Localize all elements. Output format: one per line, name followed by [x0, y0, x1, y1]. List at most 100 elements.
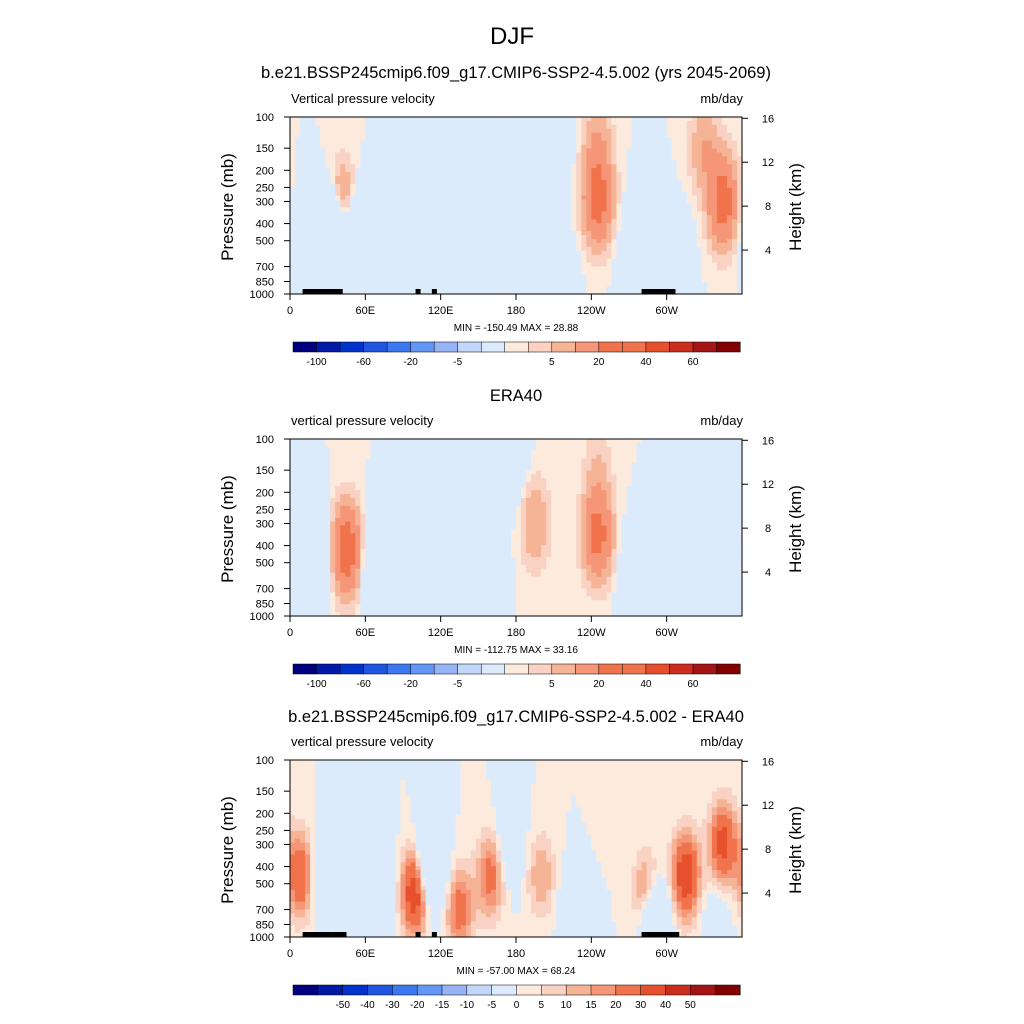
field-cell: [706, 215, 713, 220]
field-cell: [355, 462, 361, 468]
field-cell: [350, 176, 356, 181]
field-cell: [320, 215, 326, 220]
field-cell: [490, 219, 497, 224]
field-cell: [571, 286, 577, 291]
field-cell: [546, 462, 552, 468]
field-cell: [400, 290, 407, 295]
field-cell: [526, 458, 532, 464]
field-cell: [475, 164, 482, 169]
field-cell: [676, 450, 683, 456]
field-cell: [556, 262, 562, 268]
field-cell: [541, 179, 547, 185]
field-cell: [656, 235, 663, 240]
field-cell: [536, 176, 542, 181]
field-cell: [470, 290, 477, 295]
field-cell: [561, 136, 567, 142]
field-cell: [390, 466, 397, 472]
field-cell: [541, 254, 547, 260]
field-cell: [460, 144, 467, 150]
field-cell: [450, 128, 457, 134]
field-cell: [546, 223, 552, 228]
field-cell: [681, 286, 688, 291]
field-cell: [541, 148, 547, 153]
field-cell: [375, 199, 381, 205]
field-cell: [616, 176, 623, 181]
field-cell: [505, 454, 512, 460]
field-cell: [711, 442, 718, 448]
field-cell: [425, 254, 432, 260]
field-cell: [360, 211, 366, 216]
field-cell: [350, 199, 356, 205]
field-cell: [516, 278, 522, 283]
field-cell: [651, 191, 658, 197]
field-cell: [475, 168, 482, 173]
field-cell: [621, 442, 628, 448]
field-cell: [365, 439, 371, 444]
field-cell: [290, 191, 296, 197]
field-cell: [470, 231, 477, 236]
field-cell: [395, 462, 402, 468]
field-cell: [400, 450, 407, 456]
field-cell: [606, 466, 613, 472]
field-cell: [531, 462, 537, 468]
field-cell: [295, 238, 301, 244]
field-cell: [711, 117, 718, 122]
field-cell: [360, 466, 366, 472]
field-cell: [425, 132, 432, 138]
field-cell: [300, 227, 306, 232]
field-cell: [636, 250, 643, 256]
field-cell: [475, 266, 482, 271]
field-cell: [671, 183, 678, 189]
field-cell: [566, 258, 572, 264]
field-cell: [410, 148, 417, 153]
field-cell: [676, 183, 683, 189]
field-cell: [375, 120, 381, 126]
field-cell: [616, 164, 623, 169]
field-cell: [541, 132, 547, 138]
field-cell: [420, 215, 427, 220]
field-cell: [581, 156, 587, 161]
field-cell: [415, 466, 422, 472]
field-cell: [450, 199, 457, 205]
field-cell: [646, 199, 653, 205]
field-cell: [536, 148, 542, 153]
field-cell: [576, 227, 582, 232]
field-cell: [531, 286, 537, 291]
field-cell: [495, 176, 502, 181]
field-cell: [480, 290, 487, 295]
field-cell: [335, 439, 341, 444]
field-cell: [325, 152, 331, 157]
field-cell: [666, 172, 673, 177]
field-cell: [405, 144, 412, 150]
field-cell: [460, 474, 467, 479]
field-cell: [450, 223, 457, 228]
field-cell: [541, 458, 547, 464]
field-cell: [726, 462, 733, 468]
field-cell: [711, 187, 718, 193]
field-cell: [641, 183, 648, 189]
field-cell: [516, 282, 522, 287]
field-cell: [641, 242, 648, 248]
field-cell: [581, 203, 587, 209]
field-cell: [661, 450, 668, 456]
field-cell: [365, 246, 371, 252]
field-cell: [295, 439, 301, 444]
field-cell: [711, 250, 718, 256]
field-cell: [400, 282, 407, 287]
field-cell: [495, 266, 502, 271]
field-cell: [350, 207, 356, 212]
field-cell: [721, 278, 728, 283]
field-cell: [601, 270, 607, 275]
field-cell: [711, 223, 718, 228]
field-cell: [335, 128, 341, 134]
field-cell: [290, 278, 296, 283]
field-cell: [586, 179, 592, 185]
field-cell: [551, 144, 557, 150]
field-cell: [505, 191, 512, 197]
field-cell: [410, 164, 417, 169]
field-cell: [531, 144, 537, 150]
field-cell: [480, 176, 487, 181]
field-cell: [405, 242, 412, 248]
field-cell: [656, 187, 663, 193]
field-cell: [571, 160, 577, 165]
